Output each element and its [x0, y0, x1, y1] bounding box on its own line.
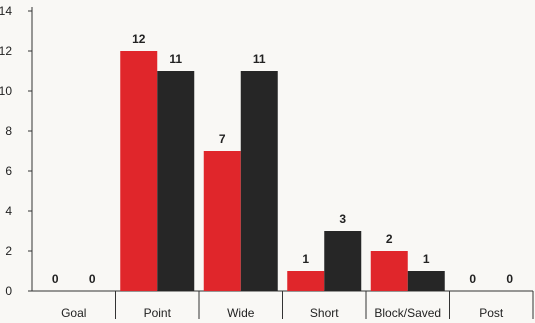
bar-series-2 — [241, 71, 278, 291]
y-tick-label: 6 — [5, 164, 12, 178]
bar-value-label: 0 — [89, 272, 96, 286]
x-category-label: Goal — [61, 306, 86, 320]
bar-value-label: 2 — [386, 232, 393, 246]
x-category-label: Wide — [227, 306, 255, 320]
bar-series-2 — [157, 71, 194, 291]
bar-series-2 — [324, 231, 361, 291]
bar-value-label: 0 — [506, 272, 513, 286]
bar-value-label: 0 — [52, 272, 59, 286]
bar-value-label: 11 — [169, 52, 182, 66]
y-tick-label: 10 — [0, 84, 12, 98]
x-axis: Goal Point Wide Short Block/Saved Post — [32, 291, 533, 320]
x-category-label: Point — [144, 306, 172, 320]
bar-value-label: 0 — [469, 272, 476, 286]
bar-value-label: 1 — [423, 252, 430, 266]
bar-value-label: 1 — [302, 252, 309, 266]
bar-series-1 — [120, 51, 157, 291]
bar-series-2 — [408, 271, 445, 291]
y-tick-label: 12 — [0, 44, 12, 58]
y-tick-label: 2 — [5, 244, 12, 258]
x-category-label: Short — [310, 306, 339, 320]
bar-value-label: 12 — [132, 32, 146, 46]
x-category-label: Block/Saved — [374, 306, 441, 320]
y-axis: 0 2 4 6 8 10 12 14 — [0, 4, 32, 298]
bar-value-label: 7 — [219, 132, 226, 146]
bars — [120, 51, 445, 291]
bar-value-label: 3 — [339, 212, 346, 226]
bar-series-1 — [204, 151, 241, 291]
y-tick-label: 14 — [0, 4, 12, 18]
x-category-label: Post — [479, 306, 504, 320]
y-tick-label: 4 — [5, 204, 12, 218]
y-tick-label: 0 — [5, 284, 12, 298]
bar-value-label: 11 — [253, 52, 266, 66]
bar-series-1 — [287, 271, 324, 291]
y-tick-label: 8 — [5, 124, 12, 138]
bar-series-1 — [371, 251, 408, 291]
